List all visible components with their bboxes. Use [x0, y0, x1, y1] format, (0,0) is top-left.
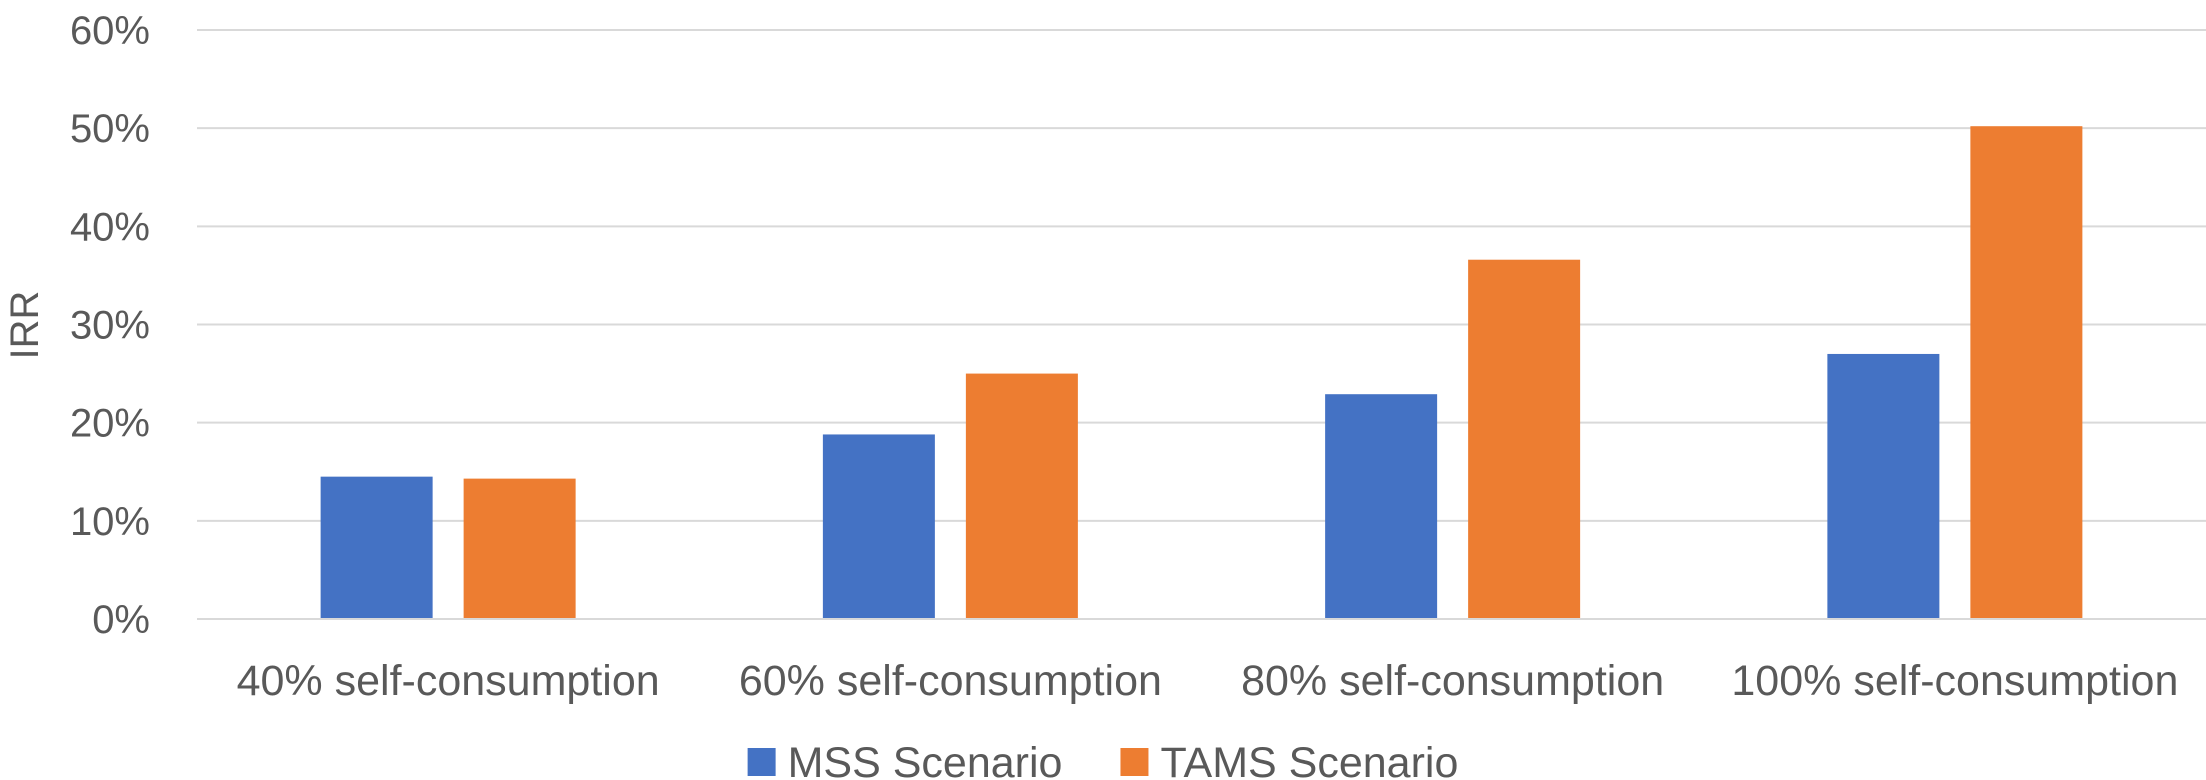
legend-label: TAMS Scenario [1160, 739, 1458, 780]
bar-mss-scenario-2 [822, 434, 935, 619]
y-tick-label: 10% [70, 500, 150, 544]
bars [320, 126, 2083, 619]
legend: MSS Scenario TAMS Scenario [747, 739, 1458, 780]
legend-swatch-tams-scenario [1120, 748, 1149, 776]
bar-tams-scenario-1 [463, 478, 576, 619]
y-tick-label: 60% [70, 9, 150, 53]
x-category-label: 60% self-consumption [739, 657, 1162, 705]
bar-mss-scenario-3 [1325, 394, 1438, 619]
y-axis-tick-labels: 0% 10% 20% 30% 40% 50% 60% [70, 9, 150, 642]
x-category-label: 40% self-consumption [237, 657, 660, 705]
legend-swatch-mss-scenario [747, 748, 776, 776]
y-axis-title: IRR [3, 291, 47, 360]
legend-label: MSS Scenario [788, 739, 1063, 780]
y-tick-label: 40% [70, 205, 150, 249]
bar-mss-scenario-1 [320, 476, 433, 619]
y-tick-label: 50% [70, 107, 150, 151]
bar-mss-scenario-4 [1827, 353, 1940, 619]
y-tick-label: 30% [70, 304, 150, 348]
bar-tams-scenario-4 [1970, 126, 2083, 619]
y-tick-label: 0% [92, 598, 150, 642]
x-axis-category-labels: 40% self-consumption 60% self-consumption… [237, 657, 2179, 705]
x-category-label: 100% self-consumption [1731, 657, 2178, 705]
bar-tams-scenario-2 [965, 373, 1078, 619]
x-category-label: 80% self-consumption [1241, 657, 1664, 705]
bar-tams-scenario-3 [1468, 259, 1581, 619]
y-tick-label: 20% [70, 402, 150, 446]
